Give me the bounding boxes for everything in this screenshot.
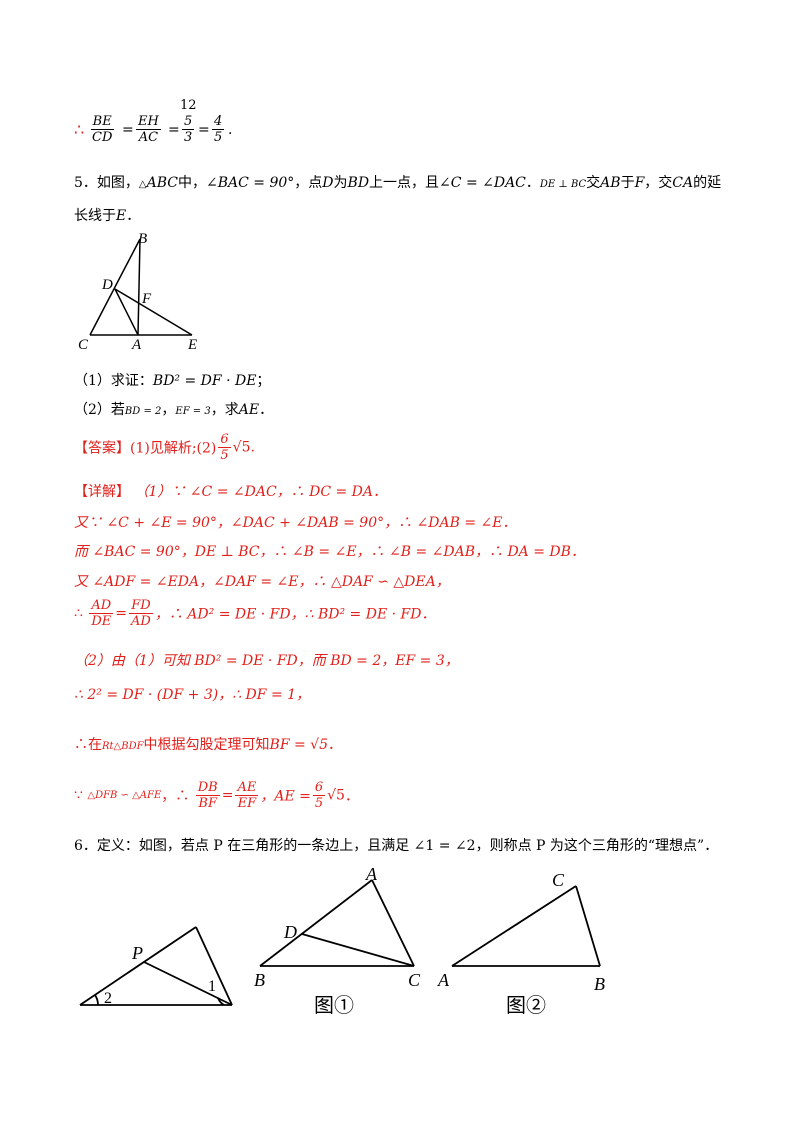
label-a: A	[131, 337, 142, 353]
label-b: B	[138, 231, 147, 247]
caption-fig2: 图②	[506, 994, 546, 1017]
figure6-fig2-diagram: C A B 图②	[437, 870, 605, 1017]
label-c: C	[552, 870, 565, 890]
detail-line-3: 而 ∠BAC = 90°，DE ⊥ BC，∴ ∠B = ∠E，∴ ∠B = ∠D…	[74, 544, 585, 560]
line-da	[114, 288, 139, 336]
detail-line-8: ∴在Rt△BDF中根据勾股定理可知BF = √5．	[74, 737, 343, 753]
problem6-text: 6．定义：如图，若点 P 在三角形的一条边上，且满足 ∠1 = ∠2，则称点 P…	[74, 838, 719, 854]
figure6-left-diagram: P 1 2	[79, 926, 233, 1007]
label-e: E	[187, 337, 197, 353]
problem5-line1: 5．如图，△ABC中，∠BAC = 90°，点D为BD上一点，且∠C = ∠DA…	[74, 175, 722, 191]
label-a: A	[437, 970, 450, 990]
line-de	[114, 288, 193, 336]
equals-sign: =	[168, 122, 180, 138]
label-angle-2: 2	[104, 990, 112, 1007]
label-d: D	[283, 922, 297, 942]
detail-line-4: 又 ∠ADF = ∠EDA，∠DAF = ∠E，∴ △DAF ∽ △DEA，	[74, 574, 450, 590]
period: .	[228, 122, 233, 138]
therefore-symbol: ∴	[74, 120, 85, 139]
label-c: C	[78, 337, 89, 353]
label-b: B	[254, 970, 265, 990]
line-ba	[137, 238, 141, 336]
problem5-line2: 长线于E．	[74, 208, 141, 224]
label-c: C	[408, 970, 421, 990]
question-2: （2）若BD = 2，EF = 3，求AE．	[74, 402, 274, 418]
detail-line-9: ∵ △DFB ∽ △AFE，∴ DB BF = AE EF ，AE = 6 5 √5．	[74, 780, 359, 811]
figure5-diagram: B D F C A E	[78, 231, 197, 353]
detail-line-6: （2）由（1）可知 BD² = DE · FD，而 BD = 2，EF = 3，	[74, 653, 459, 669]
line-bc	[89, 238, 141, 336]
fraction-top-value: 12	[180, 98, 197, 113]
detail-line-2: 又∵ ∠C + ∠E = 90°，∠DAC + ∠DAB = 90°，∴ ∠DA…	[74, 515, 517, 531]
question-1: （1）求证：BD² = DF · DE；	[74, 373, 271, 389]
label-a: A	[365, 864, 378, 884]
detail-line-5: ∴ AD DE = FD AD ，∴ AD² = DE · FD，∴ BD² = DE ·…	[74, 598, 436, 629]
label-angle-1: 1	[208, 978, 216, 995]
detail-line-7: ∴ 2² = DF · (DF + 3)，∴ DF = 1，	[74, 687, 311, 703]
fraction-eh-ac: EH AC	[136, 114, 161, 145]
label-p: P	[131, 943, 143, 963]
caption-fig1: 图①	[314, 994, 354, 1017]
label-f: F	[141, 291, 152, 307]
figure6-fig1-diagram: A D B C 图①	[254, 864, 421, 1017]
detail-line-1: 【详解】 （1）∵ ∠C = ∠DAC，∴ DC = DA．	[74, 484, 388, 500]
answer-line: 【答案】(1)见解析;(2) 6 5 √5.	[74, 432, 255, 463]
equals-sign: =	[198, 122, 210, 138]
label-b: B	[594, 974, 605, 994]
fraction-be-cd: BE CD	[90, 114, 114, 145]
label-d: D	[101, 277, 113, 293]
equals-sign: =	[122, 122, 134, 138]
